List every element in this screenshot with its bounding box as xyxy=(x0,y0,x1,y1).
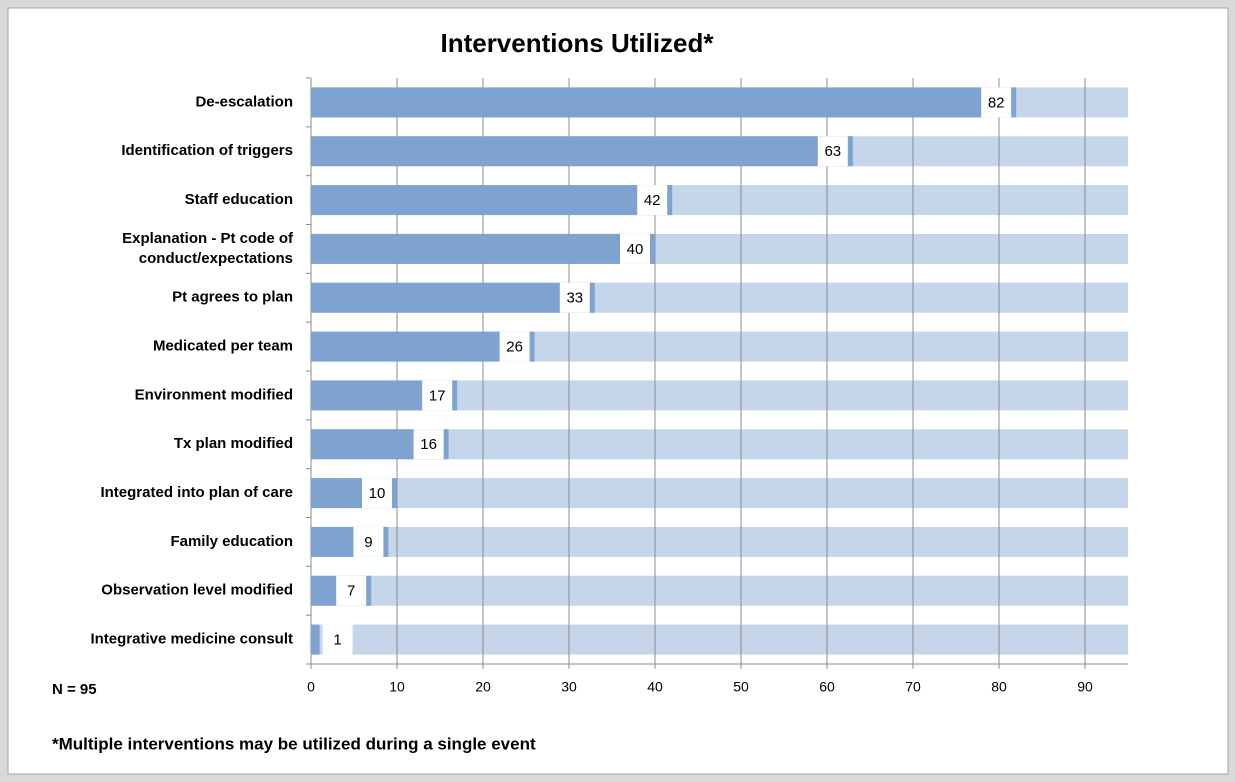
bar-track xyxy=(311,624,1128,655)
y-tick-label: Environment modified xyxy=(135,386,293,403)
bar-track xyxy=(311,478,1128,509)
value-label: 1 xyxy=(333,632,341,649)
y-tick-label: Integrated into plan of care xyxy=(100,484,293,501)
value-label: 7 xyxy=(347,583,355,600)
y-tick-label: Explanation - Pt code of conduct/expectat… xyxy=(122,230,294,267)
x-tick-label: 60 xyxy=(819,679,835,695)
x-tick-label: 0 xyxy=(307,679,315,695)
value-label: 33 xyxy=(566,290,583,307)
y-tick-label: Identification of triggers xyxy=(121,142,293,159)
value-label-box xyxy=(413,429,444,460)
value-label-box xyxy=(353,526,384,557)
value-label: 16 xyxy=(420,436,437,453)
bar xyxy=(311,624,320,655)
y-tick-label: Family education xyxy=(170,533,293,550)
value-label-box xyxy=(362,478,392,509)
value-label-box xyxy=(499,331,530,362)
value-label-box xyxy=(981,87,1012,118)
y-tick-label: Tx plan modified xyxy=(174,435,293,452)
x-tick-label: 10 xyxy=(389,679,405,695)
value-label: 17 xyxy=(429,387,446,404)
bar xyxy=(311,136,853,167)
value-label: 10 xyxy=(369,485,386,502)
value-label: 63 xyxy=(824,143,841,160)
bar xyxy=(311,185,673,216)
x-tick-label: 40 xyxy=(647,679,663,695)
y-tick-label: Medicated per team xyxy=(153,338,293,355)
y-tick-label: Observation level modified xyxy=(101,582,293,599)
x-tick-label: 50 xyxy=(733,679,749,695)
value-label-box xyxy=(559,282,590,313)
y-tick-label: De-escalation xyxy=(195,93,293,110)
bar xyxy=(311,87,1017,118)
value-label-box xyxy=(322,624,353,655)
value-label: 82 xyxy=(988,94,1005,111)
bar xyxy=(311,282,595,313)
bar xyxy=(311,331,535,362)
x-tick-label: 70 xyxy=(905,679,921,695)
bar xyxy=(311,233,655,264)
value-label-box xyxy=(817,136,848,167)
x-tick-label: 20 xyxy=(475,679,491,695)
x-tick-label: 80 xyxy=(991,679,1007,695)
bar-track xyxy=(311,526,1128,557)
value-label: 42 xyxy=(644,192,661,209)
value-label: 26 xyxy=(506,339,523,356)
y-tick-label: Pt agrees to plan xyxy=(172,289,293,306)
value-label-box xyxy=(336,575,367,606)
value-label: 40 xyxy=(627,241,644,258)
y-tick-label: Integrative medicine consult xyxy=(90,631,293,648)
value-label-box xyxy=(637,185,668,216)
plot-area xyxy=(311,78,1128,664)
sample-size-note: N = 95 xyxy=(52,681,97,698)
footnote: *Multiple interventions may be utilized … xyxy=(52,734,536,753)
value-label-box xyxy=(620,233,650,264)
chart-title: Interventions Utilized* xyxy=(440,28,714,58)
value-label: 9 xyxy=(364,534,372,551)
x-tick-label: 90 xyxy=(1077,679,1093,695)
value-label-box xyxy=(422,380,453,411)
x-tick-label: 30 xyxy=(561,679,577,695)
y-tick-label: Staff education xyxy=(185,191,293,208)
bar-track xyxy=(311,575,1128,606)
